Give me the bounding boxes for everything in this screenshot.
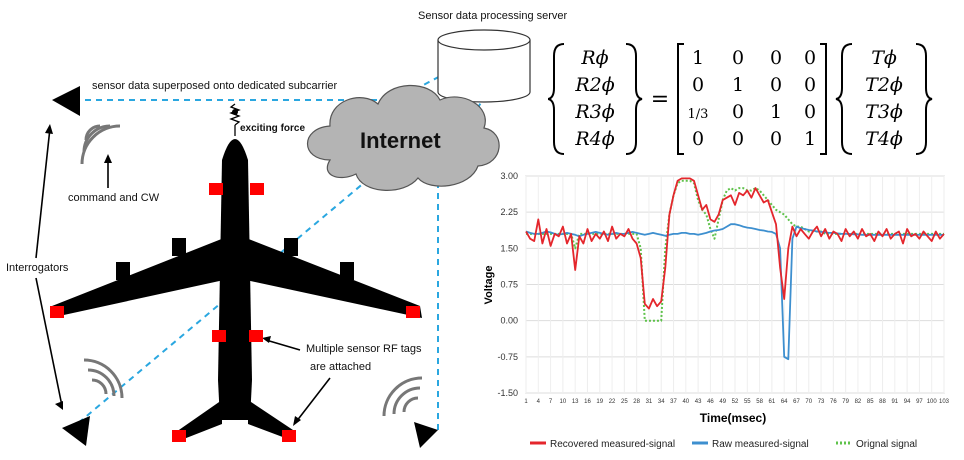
rf-tag: [212, 330, 226, 342]
equals-sign: =: [651, 87, 669, 112]
lhs-entry: R4ϕ: [574, 128, 614, 150]
rhs-entry: T4ϕ: [865, 128, 903, 150]
fuselage: [218, 139, 252, 420]
rf-tag: [249, 330, 263, 342]
matrix-entry: 1: [770, 101, 782, 123]
interrogators: [52, 86, 438, 448]
right-engine-outer: [340, 262, 354, 280]
matrix-entry: 0: [770, 128, 782, 150]
server-label: Sensor data processing server: [418, 10, 568, 22]
subcarrier-label: sensor data superposed onto dedicated su…: [92, 80, 338, 92]
wave-arc-top-3: [80, 124, 121, 165]
matrix-entry: 1: [692, 47, 704, 69]
tags-arrow-down: [295, 377, 331, 423]
rhs-entry: Tϕ: [871, 47, 897, 69]
force-point: [232, 109, 238, 115]
matrix-entry: 0: [692, 128, 704, 150]
interrogators-label: Interrogators: [6, 262, 69, 274]
matrix-entry: 1: [804, 128, 816, 150]
lhs-entry: Rϕ: [580, 47, 608, 69]
matrix-entry: 0: [732, 101, 744, 123]
interrogator-arrow-up: [35, 127, 51, 259]
matrix-open-bracket: [677, 43, 684, 155]
exciting-force-label: exciting force: [240, 123, 306, 134]
exciting-force-spring: [229, 103, 241, 136]
matrix-entry: 0: [804, 47, 816, 69]
rhs-entry: T3ϕ: [865, 101, 903, 123]
rf-tag: [50, 306, 64, 318]
interrogator-bottom-left: [62, 416, 90, 446]
right-wing: [246, 238, 422, 318]
matrix-close-bracket: [820, 43, 827, 155]
wave-arc-bl-1: [91, 378, 108, 395]
radio-waves: [80, 124, 423, 417]
wave-arc-br-3: [382, 376, 423, 417]
matrix-entry: 0: [804, 74, 816, 96]
command-label: command and CW: [68, 192, 160, 204]
rhs-close-brace: [915, 43, 933, 155]
matrix-entry: 0: [770, 74, 782, 96]
matrix-entry: 0: [692, 74, 704, 96]
matrix-entry: 0: [804, 101, 816, 123]
interrogator-bottom-right: [414, 422, 438, 448]
equation-braces: [548, 43, 933, 155]
lhs-open-brace: [548, 43, 565, 155]
tags-arrow-up: [265, 339, 301, 351]
matrix-entry: 0: [732, 47, 744, 69]
interrogator-top-left: [52, 86, 80, 116]
matrix-entry: 0: [770, 47, 782, 69]
rhs-entry: T2ϕ: [865, 74, 903, 96]
rf-tag: [250, 183, 264, 195]
aircraft-silhouette: [50, 139, 422, 442]
matrix-entry: 1: [732, 74, 744, 96]
rf-tags-label-line1: Multiple sensor RF tags: [306, 343, 422, 355]
left-stabilizer: [176, 400, 222, 442]
internet-cloud-icon: [306, 84, 500, 191]
wave-arc-br-1: [402, 396, 419, 413]
rf-tags: [50, 183, 420, 442]
rhs-open-brace: [835, 43, 853, 155]
wave-arc-bl-2: [87, 368, 116, 397]
matrix-entry: 0: [732, 128, 744, 150]
rf-tag: [282, 430, 296, 442]
right-engine-inner: [284, 238, 298, 256]
lhs-vector: Rϕ R2ϕ R3ϕ R4ϕ: [574, 47, 614, 150]
annotation-arrows: [35, 127, 331, 423]
internet-label: Internet: [360, 128, 441, 153]
matrix-entry: 1/3: [688, 107, 709, 122]
interrogator-arrow-down: [35, 277, 63, 407]
left-engine-outer: [116, 262, 130, 280]
rf-tag: [172, 430, 186, 442]
rf-tag: [209, 183, 223, 195]
left-engine-inner: [172, 238, 186, 256]
server-database-icon: [437, 29, 531, 103]
wave-arc-br-2: [392, 386, 421, 415]
lhs-entry: R3ϕ: [574, 101, 614, 123]
left-wing: [50, 238, 224, 318]
lhs-entry: R2ϕ: [574, 74, 614, 96]
coefficient-matrix: 1 0 0 0 0 1 0 0 1/3 0 1 0 0 0 0 1: [688, 47, 817, 150]
rhs-vector: Tϕ T2ϕ T3ϕ T4ϕ: [865, 47, 903, 150]
annotation-arrowheads: [45, 124, 301, 426]
lhs-close-brace: [625, 43, 643, 155]
rf-tag: [406, 306, 420, 318]
equation: Rϕ R2ϕ R3ϕ R4ϕ = 1 0 0 0 0 1 0 0 1/3 0 1…: [548, 43, 933, 155]
wave-arc-bl-3: [83, 358, 124, 399]
rf-tags-label-line2: are attached: [310, 361, 372, 373]
